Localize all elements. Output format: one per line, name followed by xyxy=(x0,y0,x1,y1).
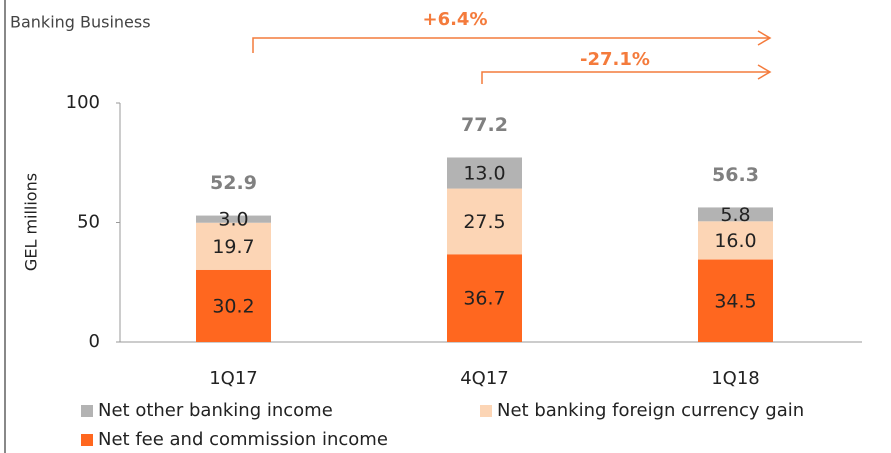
x-tick-label: 1Q17 xyxy=(209,368,258,389)
data-label: 27.5 xyxy=(463,211,505,233)
legend-swatch xyxy=(81,434,93,446)
bar-segment xyxy=(447,157,522,189)
bar-segment xyxy=(698,259,773,342)
legend-label: Net other banking income xyxy=(98,400,333,421)
chart-title: Banking Business xyxy=(10,13,151,32)
total-label: 77.2 xyxy=(461,114,508,136)
legend-label: Net banking foreign currency gain xyxy=(497,400,804,421)
data-label: 16.0 xyxy=(714,230,756,252)
bar-segment xyxy=(196,222,271,270)
data-label: 19.7 xyxy=(212,236,254,258)
growth-arrows xyxy=(252,30,772,84)
y-axis-label: GEL millions xyxy=(22,173,41,271)
bar-segment xyxy=(447,188,522,255)
data-label: 13.0 xyxy=(463,163,505,185)
y-tick-label: 50 xyxy=(77,212,100,233)
x-tick-label: 1Q18 xyxy=(711,368,760,389)
y-tick-label: 0 xyxy=(89,331,100,352)
data-label: 36.7 xyxy=(463,288,505,310)
legend-swatch xyxy=(81,405,93,417)
annotation: -27.1% xyxy=(580,49,650,70)
bar-segment xyxy=(698,207,773,222)
bar-segment xyxy=(196,215,271,223)
data-label: 30.2 xyxy=(212,295,254,317)
total-label: 56.3 xyxy=(712,164,759,186)
x-tick-label: 4Q17 xyxy=(460,368,509,389)
data-label: 3.0 xyxy=(218,209,248,231)
y-tick-label: 100 xyxy=(66,92,100,113)
bar-segment xyxy=(447,254,522,342)
data-label: 34.5 xyxy=(714,290,756,312)
bar-segment xyxy=(698,221,773,260)
data-label: 5.8 xyxy=(720,204,750,226)
annotation: +6.4% xyxy=(422,9,487,30)
bar-segment xyxy=(196,269,271,342)
legend-swatch xyxy=(480,405,492,417)
total-label: 52.9 xyxy=(210,172,257,194)
legend-label: Net fee and commission income xyxy=(98,429,388,450)
